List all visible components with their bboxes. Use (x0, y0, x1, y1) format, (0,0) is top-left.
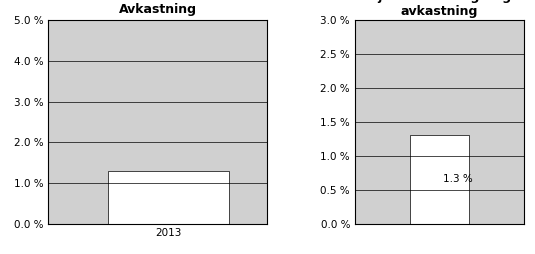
Bar (109, 171, 229, 224)
Title: Gjennomsnittligårlig
avkastning: Gjennomsnittligårlig avkastning (368, 0, 511, 18)
Title: Avkastning: Avkastning (119, 3, 197, 16)
Text: 1.3 %: 1.3 % (442, 174, 472, 184)
Bar (410, 135, 469, 224)
